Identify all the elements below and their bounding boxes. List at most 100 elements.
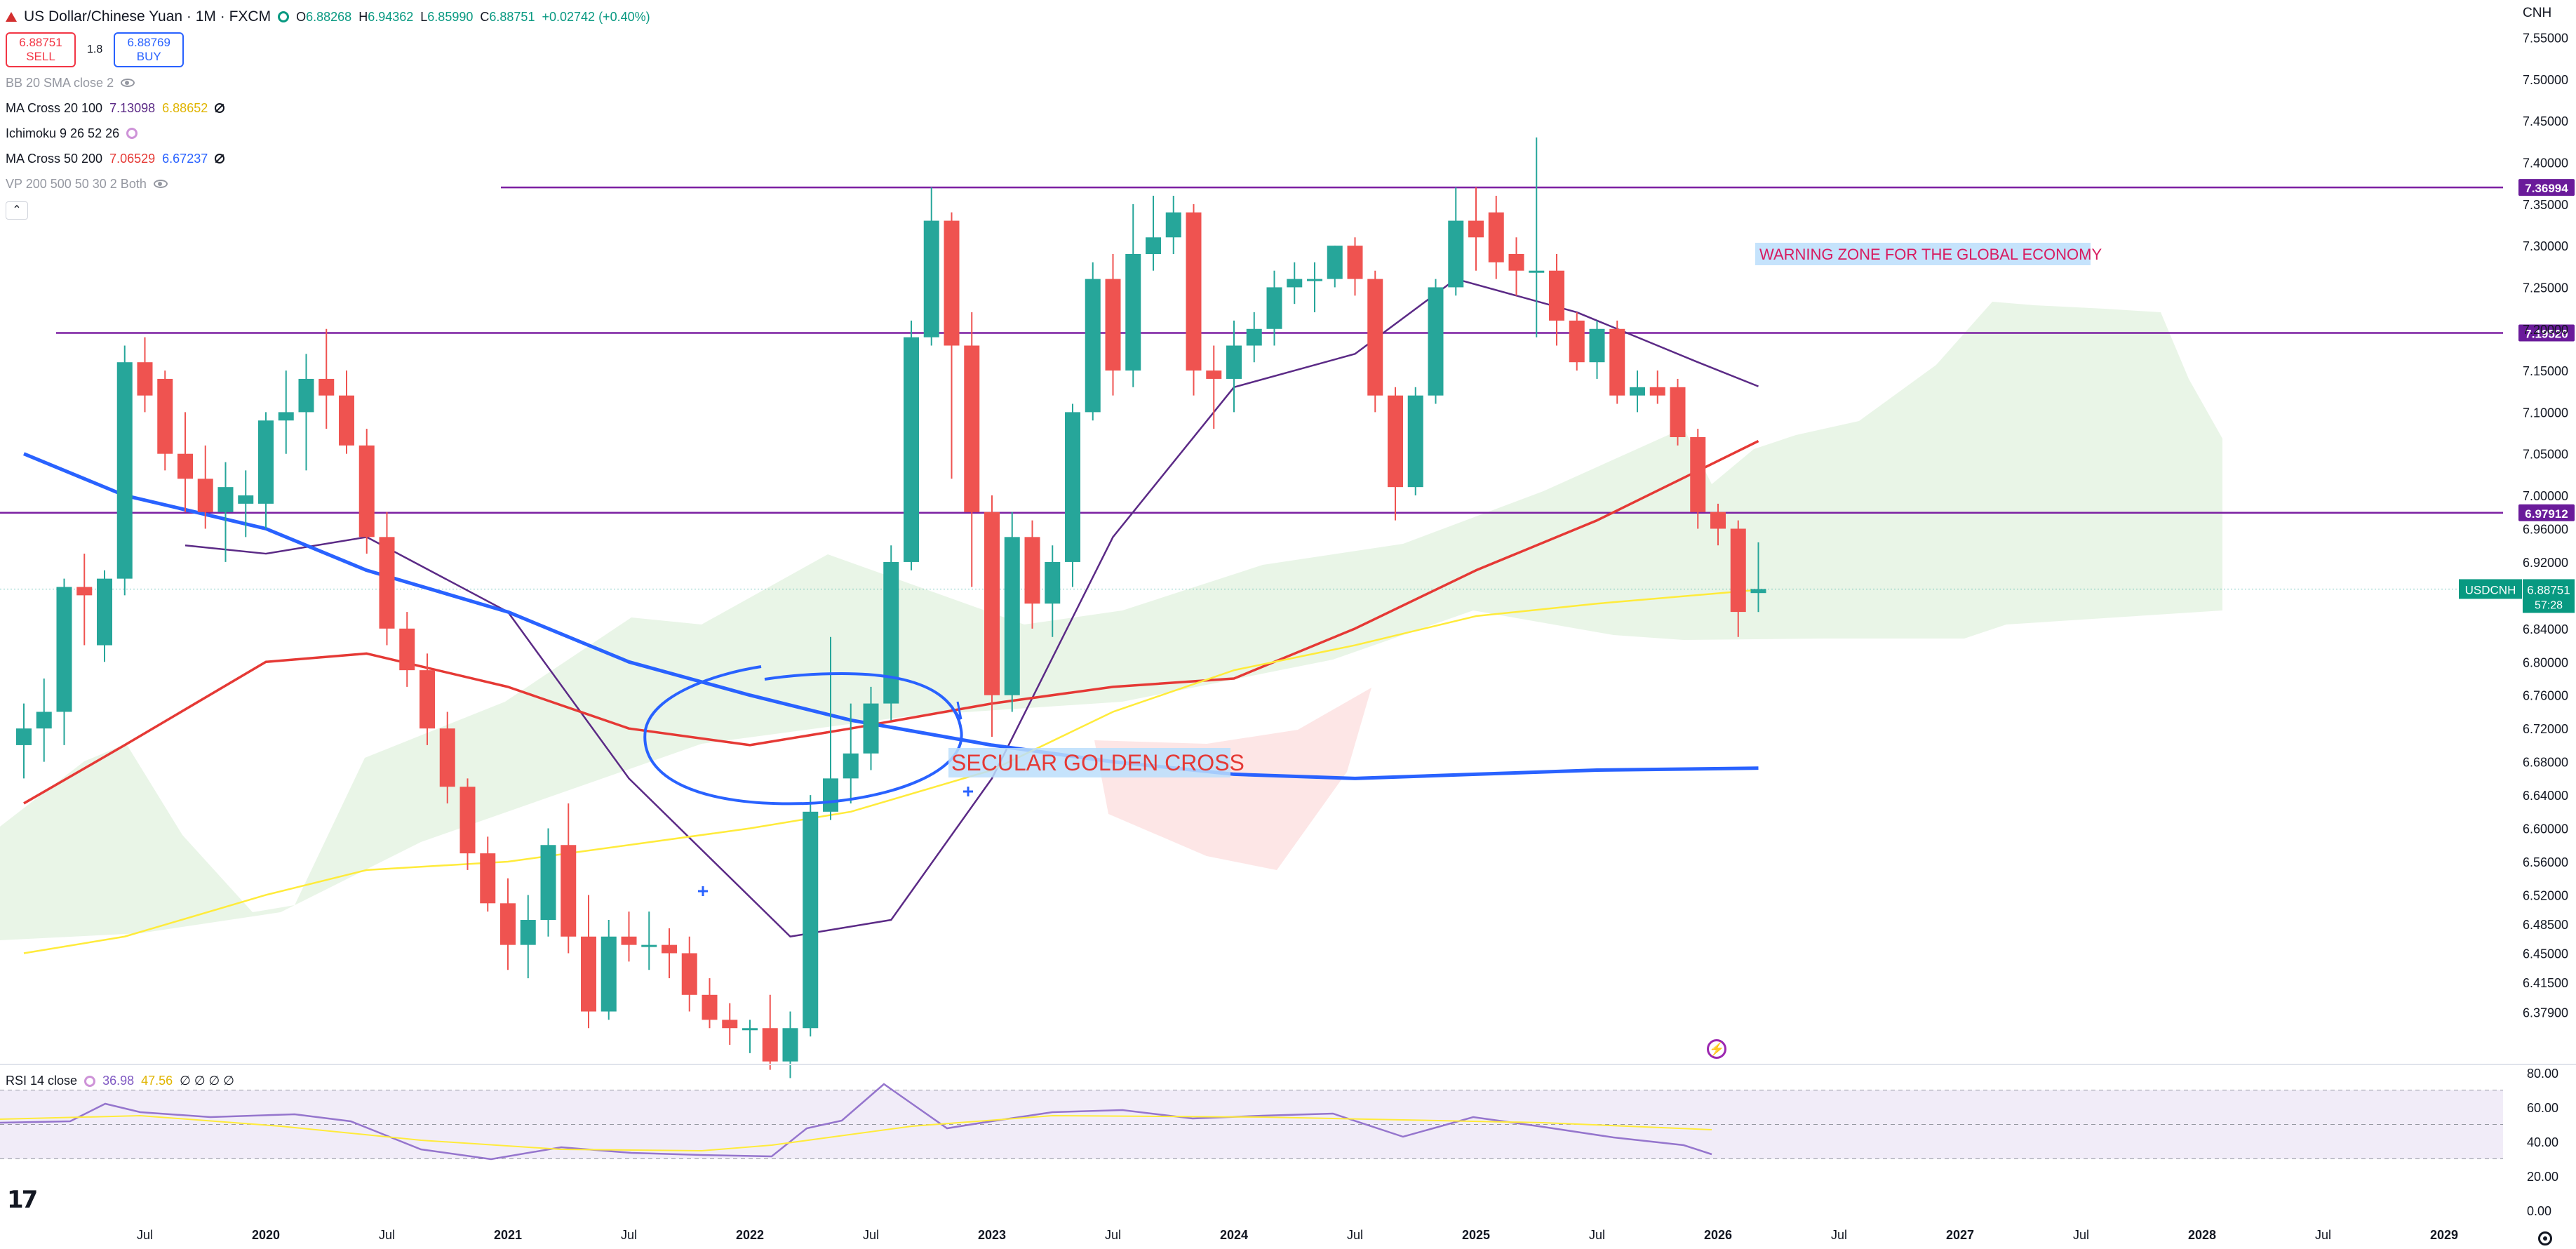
flash-icon[interactable]: ⚡ [1707, 1039, 1726, 1059]
candle[interactable] [762, 994, 778, 1070]
candle[interactable] [36, 679, 52, 762]
candle[interactable] [1750, 542, 1766, 613]
candle[interactable] [1004, 512, 1020, 712]
candle[interactable] [1508, 237, 1524, 296]
candle[interactable] [137, 337, 153, 413]
candle[interactable] [439, 712, 455, 803]
rsi-ma-line[interactable] [0, 1114, 1712, 1152]
candle[interactable] [964, 312, 980, 587]
indicator-ma-cross-50-200[interactable]: MA Cross 50 200 7.06529 6.67237 [6, 146, 650, 171]
candle[interactable] [399, 612, 415, 687]
candle[interactable] [1045, 545, 1061, 637]
candle[interactable] [863, 686, 879, 770]
indicator-ichimoku[interactable]: Ichimoku 9 26 52 26 [6, 121, 650, 146]
candle[interactable] [803, 795, 819, 1037]
indicator-bb[interactable]: BB 20 SMA close 2 [6, 70, 650, 95]
candle[interactable] [1186, 203, 1202, 396]
candle[interactable] [742, 1020, 758, 1053]
candle[interactable] [16, 703, 32, 779]
candle[interactable] [1024, 520, 1040, 629]
candle[interactable] [1690, 429, 1706, 529]
candle[interactable] [1246, 312, 1262, 363]
candle[interactable] [1710, 503, 1726, 546]
candle[interactable] [318, 328, 335, 429]
candle[interactable] [480, 836, 496, 912]
candle[interactable] [1569, 312, 1585, 371]
candle[interactable] [238, 470, 254, 537]
candle[interactable] [561, 803, 577, 954]
candle[interactable] [258, 412, 274, 529]
candle[interactable] [1125, 203, 1141, 387]
candle[interactable] [641, 911, 657, 970]
candle[interactable] [520, 895, 536, 979]
candle[interactable] [1589, 320, 1605, 379]
candle[interactable] [1165, 195, 1181, 254]
candle[interactable] [601, 920, 617, 1020]
candle[interactable] [459, 778, 476, 870]
candle[interactable] [358, 429, 375, 554]
candle[interactable] [379, 512, 395, 646]
candle[interactable] [843, 703, 859, 803]
candle[interactable] [1105, 253, 1121, 396]
candle[interactable] [1428, 279, 1444, 404]
candle[interactable] [1065, 403, 1080, 587]
candle[interactable] [984, 495, 1000, 737]
golden-cross-ellipse[interactable] [643, 665, 963, 806]
rsi-legend[interactable]: RSI 14 close 36.98 47.56 ∅ ∅ ∅ ∅ [6, 1074, 234, 1088]
candle[interactable] [1085, 262, 1101, 421]
candle[interactable] [1287, 262, 1303, 305]
candle[interactable] [1609, 320, 1625, 404]
tradingview-logo-icon[interactable]: 17 [7, 1186, 38, 1214]
candle[interactable] [1327, 246, 1343, 288]
candle[interactable] [177, 412, 193, 512]
candle[interactable] [1226, 320, 1242, 413]
candle[interactable] [1468, 187, 1484, 271]
candle[interactable] [500, 878, 516, 970]
candle[interactable] [1488, 195, 1504, 279]
scale-currency[interactable]: CNH [2523, 6, 2552, 20]
candle[interactable] [56, 578, 72, 745]
candle[interactable] [298, 354, 314, 471]
candle[interactable] [944, 212, 960, 479]
candle[interactable] [1649, 370, 1665, 404]
flag-icon[interactable] [6, 12, 17, 22]
candle[interactable] [782, 1011, 798, 1078]
candle[interactable] [1630, 370, 1645, 413]
indicator-ma-cross-20-100[interactable]: MA Cross 20 100 7.13098 6.88652 [6, 95, 650, 121]
candle[interactable] [681, 936, 697, 1012]
candle[interactable] [420, 653, 435, 745]
candle[interactable] [702, 978, 718, 1029]
hidden-eye-icon[interactable] [121, 79, 135, 87]
candle[interactable] [1407, 387, 1423, 496]
candle[interactable] [1347, 237, 1363, 296]
candle[interactable] [540, 828, 556, 937]
candle[interactable] [621, 911, 637, 962]
candle[interactable] [581, 895, 596, 1029]
candle[interactable] [1206, 345, 1222, 429]
symbol-title[interactable]: US Dollar/Chinese Yuan · 1M · FXCM [24, 8, 271, 25]
candle[interactable] [217, 462, 234, 562]
candle[interactable] [197, 445, 213, 529]
candle[interactable] [97, 570, 112, 662]
sell-button[interactable]: 6.88751 SELL [6, 32, 76, 67]
candle[interactable] [662, 928, 677, 979]
ma200-line[interactable] [23, 589, 1759, 954]
candle[interactable] [1388, 387, 1403, 521]
candle[interactable] [923, 187, 939, 346]
candle[interactable] [1266, 270, 1282, 346]
candle[interactable] [278, 370, 294, 454]
candle[interactable] [1670, 378, 1686, 446]
candle[interactable] [1730, 520, 1746, 637]
gear-icon[interactable] [2538, 1231, 2552, 1245]
candle[interactable] [1549, 253, 1564, 346]
candle[interactable] [722, 1003, 738, 1045]
hidden-eye-icon[interactable] [153, 180, 168, 188]
collapse-legend-button[interactable]: ⌃ [6, 201, 28, 220]
candle[interactable] [1529, 137, 1545, 338]
buy-button[interactable]: 6.88769 BUY [114, 32, 185, 67]
candle[interactable] [1307, 262, 1322, 313]
candle[interactable] [339, 370, 354, 454]
rsi-line[interactable] [0, 1083, 1712, 1161]
candle[interactable] [157, 370, 173, 471]
